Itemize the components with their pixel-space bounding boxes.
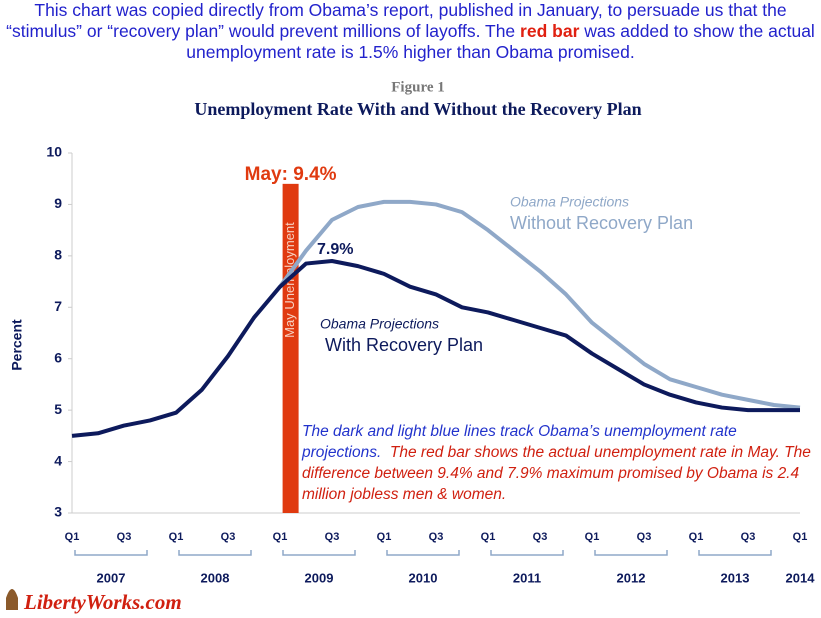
x-tick-label: Q1 [65,531,80,543]
year-label: 2010 [409,570,438,585]
x-tick-label: Q1 [481,531,496,543]
year-label: 2014 [786,570,816,585]
x-tick-label: Q1 [689,531,704,543]
header-text: This chart was copied directly from Obam… [6,0,787,41]
series-line [278,199,801,410]
y-tick-label: 3 [54,504,62,520]
y-tick-label: 10 [46,144,62,160]
year-label: 2008 [201,570,230,585]
peak-label: 7.9% [317,241,353,258]
note-blue: The dark and light blue lines track Obam… [302,423,737,461]
y-tick-label: 4 [54,452,62,468]
x-tick-label: Q3 [325,531,340,543]
chart-title: Unemployment Rate With and Without the R… [194,99,641,119]
year-label: 2007 [97,570,126,585]
y-axis-label: Percent [9,319,25,371]
x-tick-label: Q3 [221,531,236,543]
x-tick-label: Q3 [117,531,132,543]
y-tick-label: 8 [54,247,62,263]
year-bracket [178,550,252,556]
year-label: 2009 [305,570,334,585]
year-bracket [282,550,356,556]
logo-text: LibertyWorks.com [23,590,182,614]
year-label: 2013 [721,570,750,585]
x-tick-label: Q3 [533,531,548,543]
y-tick-label: 5 [54,401,62,417]
x-tick-label: Q1 [377,531,392,543]
year-bracket [386,550,460,556]
x-tick-label: Q3 [429,531,444,543]
logo: LibertyWorks.com [6,589,182,614]
logo-bell [6,589,18,610]
y-tick-label: 6 [54,349,62,365]
series-line [71,259,800,438]
x-tick-label: Q1 [273,531,288,543]
year-label: 2011 [513,570,541,585]
note: The dark and light blue lines track Obam… [302,421,812,505]
x-tick-label: Q3 [637,531,652,543]
header-text: was added to show the actual unemploymen… [186,21,815,62]
series-label: Without Recovery Plan [510,213,693,233]
x-tick-label: Q3 [741,531,756,543]
x-tick-label: Q1 [585,531,600,543]
year-bracket [594,550,668,556]
header: This chart was copied directly from Obam… [0,0,821,63]
x-tick-label: Q1 [793,531,808,543]
year-bracket [698,550,772,556]
note-red: The red bar shows the actual unemploymen… [302,444,811,503]
series-label-prefix: Obama Projections [320,316,439,332]
header-highlight: red bar [520,21,580,41]
series-label-prefix: Obama Projections [510,194,629,210]
x-tick-label: Q1 [169,531,184,543]
figure-label: Figure 1 [391,79,444,95]
year-label: 2012 [617,570,646,585]
year-bracket [74,550,148,556]
red-bar-label: May: 9.4% [245,164,337,185]
series-label: With Recovery Plan [325,335,483,355]
y-tick-label: 7 [54,298,62,314]
year-bracket [490,550,564,556]
y-tick-label: 9 [54,195,62,211]
